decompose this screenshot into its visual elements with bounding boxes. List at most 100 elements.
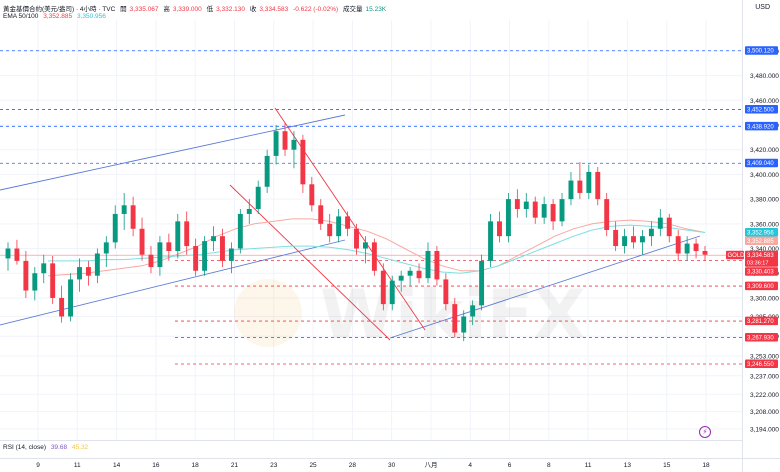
low-label: 低 (206, 6, 214, 13)
y-tick-label: 3,222.000 (750, 392, 779, 399)
price-tag-label: 3,352.885 (747, 239, 774, 245)
candle-body (577, 180, 583, 193)
candle-body (264, 155, 270, 187)
price-tags: 3,500.120 3,452.500 3,438.920 3,409.040 3,35… (726, 46, 778, 368)
price-tag-label: 3,352.956 (747, 231, 774, 237)
price-tag-label: 3,246.550 (747, 362, 774, 368)
ema-value-2: 3,350.956 (76, 13, 106, 20)
y-tick-label: 3,300.000 (750, 295, 779, 302)
currency-label[interactable]: USD (755, 4, 770, 11)
rsi-legend[interactable]: RSI (14, close) 39.68 45.32 (3, 444, 91, 451)
x-tick-label: 28 (349, 462, 357, 469)
candle-body (693, 243, 699, 251)
lightning-icon[interactable]: ⚡ (699, 426, 711, 438)
y-tick-label: 3,208.000 (750, 409, 779, 416)
price-tag (745, 236, 778, 246)
change-value: -0.622 (-0.02%) (293, 6, 339, 13)
ema-label: EMA 50/100 (3, 13, 39, 20)
price-tag (745, 281, 778, 291)
candle-body (657, 217, 663, 229)
symbol-title[interactable]: 黃金基價合約(美元/盎司) · 4小時 · TVC (3, 6, 116, 13)
price-tag-label: 3,330.403 (747, 270, 774, 276)
candle-body (541, 204, 547, 218)
ema-value-1: 3,352.885 (43, 13, 73, 20)
price-tag-label: 3,309.600 (747, 284, 774, 290)
price-tag (745, 228, 778, 237)
lower-channel-line (0, 239, 346, 326)
candle-body (675, 236, 681, 254)
candle-body (318, 205, 324, 224)
candle-body (371, 242, 377, 271)
candle-body (211, 236, 216, 242)
candle-body (273, 131, 279, 156)
candle-body (452, 304, 458, 333)
candle-body (112, 213, 118, 243)
price-tag-label: 3,267.930 (747, 336, 774, 342)
candle-body (300, 139, 306, 185)
price-tag (745, 333, 778, 342)
candle-body (488, 221, 493, 261)
price-tag-label: 3,452.500 (747, 108, 774, 114)
time-axis[interactable]: 9 11 14 16 18 21 23 25 28 30 八月 4 6 8 11 13 15 18 (36, 461, 710, 469)
candle-body (166, 242, 172, 251)
candle-body (345, 216, 351, 229)
x-tick-label: 8 (547, 462, 551, 469)
price-tag-label: 3,281.270 (747, 319, 774, 325)
candle-body (470, 305, 476, 317)
candle-body (514, 199, 520, 209)
rsi-label: RSI (14, close) (3, 444, 46, 451)
x-tick-label: 15 (663, 462, 671, 469)
high-value: 3,339.000 (172, 6, 202, 13)
close-value: 3,334.583 (259, 6, 289, 13)
candle-body (416, 270, 422, 279)
price-tag (745, 46, 778, 55)
rsi-value-1: 39.68 (50, 444, 68, 451)
price-tag-label: 3,334.583 (747, 253, 774, 259)
symbol-tag (726, 250, 744, 260)
price-tag (745, 316, 778, 326)
candle-body (59, 297, 65, 317)
upper-channel-line (0, 114, 346, 191)
candle-body (568, 180, 574, 200)
candle-body (103, 242, 109, 254)
candle-body (5, 248, 11, 259)
candle-body (220, 236, 225, 261)
y-tick-label: 3,340.000 (750, 246, 779, 253)
price-tag (745, 158, 778, 168)
candle-body (130, 205, 136, 229)
candle-body (666, 217, 672, 237)
ema-legend[interactable]: EMA 50/100 3,352.885 3,350.956 (3, 13, 109, 20)
grid (0, 20, 742, 440)
open-value: 3,335.067 (129, 6, 159, 13)
candle-body (497, 221, 502, 237)
candle-body (282, 131, 288, 150)
x-tick-label: 6 (508, 462, 512, 469)
x-tick-label: 23 (270, 462, 278, 469)
price-levels (0, 50, 742, 365)
candle-body (631, 236, 636, 243)
high-label: 高 (163, 6, 170, 13)
y-tick-label: 3,400.000 (750, 172, 779, 179)
candle-body (622, 236, 628, 247)
candle-body (228, 248, 234, 261)
candle-body (523, 201, 529, 209)
candle-body (702, 251, 708, 255)
candle-body (425, 251, 431, 279)
x-tick-label: 18 (702, 462, 710, 469)
price-tag (745, 121, 778, 131)
candle-body (380, 270, 386, 305)
candle-body (148, 254, 154, 268)
y-tick-label: 3,194.000 (750, 426, 779, 433)
candle-body (684, 243, 690, 254)
candle-body (50, 263, 56, 298)
candle-body (94, 253, 100, 276)
y-tick-label: 3,360.000 (750, 221, 779, 228)
y-tick-label: 3,253.000 (750, 354, 779, 361)
candle-body (389, 280, 395, 305)
candle-body (639, 236, 645, 243)
x-tick-label: 16 (152, 462, 160, 469)
candle-body (550, 204, 556, 222)
y-tick-label: 3,380.000 (750, 197, 779, 204)
